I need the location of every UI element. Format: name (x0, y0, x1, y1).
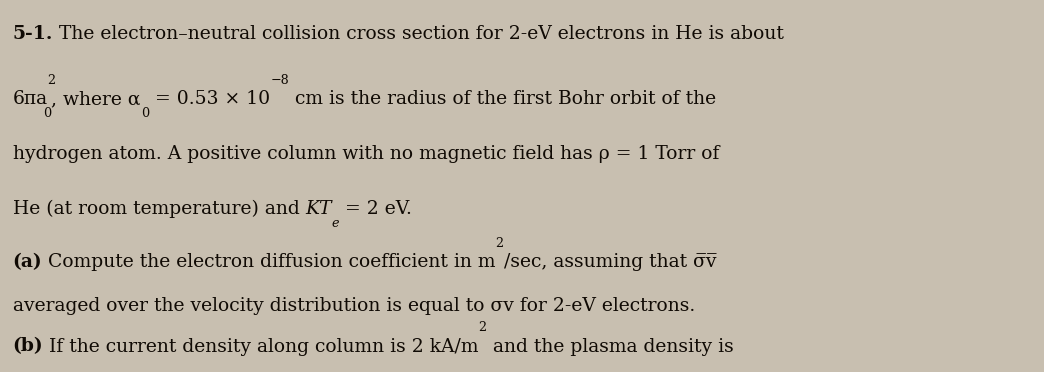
Text: e: e (332, 217, 339, 230)
Text: (b): (b) (13, 337, 43, 356)
Text: Compute the electron diffusion coefficient in m: Compute the electron diffusion coefficie… (42, 253, 496, 271)
Text: 2: 2 (478, 321, 487, 334)
Text: = 0.53 × 10: = 0.53 × 10 (149, 90, 270, 108)
Text: cm is the radius of the first Bohr orbit of the: cm is the radius of the first Bohr orbit… (289, 90, 716, 108)
Text: He (at room temperature) and: He (at room temperature) and (13, 200, 305, 218)
Text: −8: −8 (270, 74, 289, 87)
Text: (a): (a) (13, 253, 42, 271)
Text: 2: 2 (48, 74, 55, 87)
Text: , where α: , where α (51, 90, 141, 108)
Text: /sec, assuming that σ̅v̅: /sec, assuming that σ̅v̅ (504, 253, 716, 271)
Text: 2: 2 (496, 237, 504, 250)
Text: The electron–neutral collision cross section for 2-eV electrons in He is about: The electron–neutral collision cross sec… (53, 25, 784, 43)
Text: KT: KT (305, 200, 332, 218)
Text: = 2 eV.: = 2 eV. (339, 200, 412, 218)
Text: 5-1.: 5-1. (13, 25, 53, 43)
Text: and the plasma density is: and the plasma density is (487, 337, 734, 356)
Text: averaged over the velocity distribution is equal to σv for 2-eV electrons.: averaged over the velocity distribution … (13, 296, 694, 315)
Text: If the current density along column is 2 kA/m: If the current density along column is 2… (43, 337, 478, 356)
Text: 0: 0 (43, 107, 51, 120)
Text: 6πa: 6πa (13, 90, 48, 108)
Text: hydrogen atom. A positive column with no magnetic field has ρ = 1 Torr of: hydrogen atom. A positive column with no… (13, 145, 719, 163)
Text: 0: 0 (141, 107, 149, 120)
